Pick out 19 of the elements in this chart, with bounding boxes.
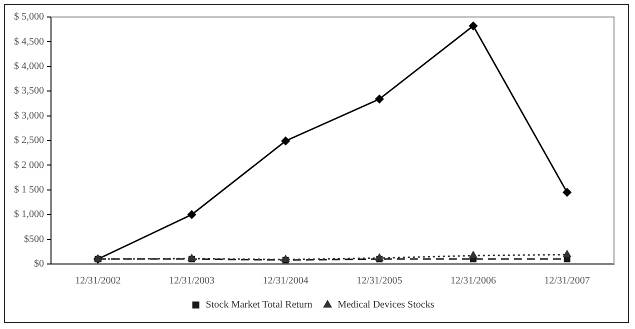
y-tick-label: $ 3,500	[14, 86, 44, 97]
legend-label: Medical Devices Stocks	[338, 300, 434, 311]
y-tick-label: $ 2 000	[14, 160, 44, 171]
x-tick-label: 12/31/2006	[450, 276, 496, 287]
x-tick-label: 12/31/2003	[168, 276, 215, 287]
x-tick-label: 12/31/2002	[75, 276, 121, 287]
y-tick-label: $ 1,000	[14, 209, 44, 220]
x-tick-label: 12/31/2005	[356, 276, 402, 287]
y-tick-label: $500	[24, 234, 44, 245]
x-tick-label: 12/31/2004	[262, 276, 308, 287]
y-tick-label: $0	[34, 258, 44, 270]
y-tick-label: $ 4,500	[14, 36, 44, 48]
y-tick-label: $ 2,500	[14, 135, 44, 146]
y-tick-label: $ 5,000	[14, 12, 44, 23]
y-tick-label: $ 4,000	[14, 61, 44, 72]
y-tick-label: $ 1 500	[14, 184, 44, 196]
legend-label: Stock Market Total Return	[206, 300, 312, 311]
y-tick-label: $ 3,000	[14, 110, 44, 122]
x-tick-label: 12/31/2007	[544, 276, 590, 287]
